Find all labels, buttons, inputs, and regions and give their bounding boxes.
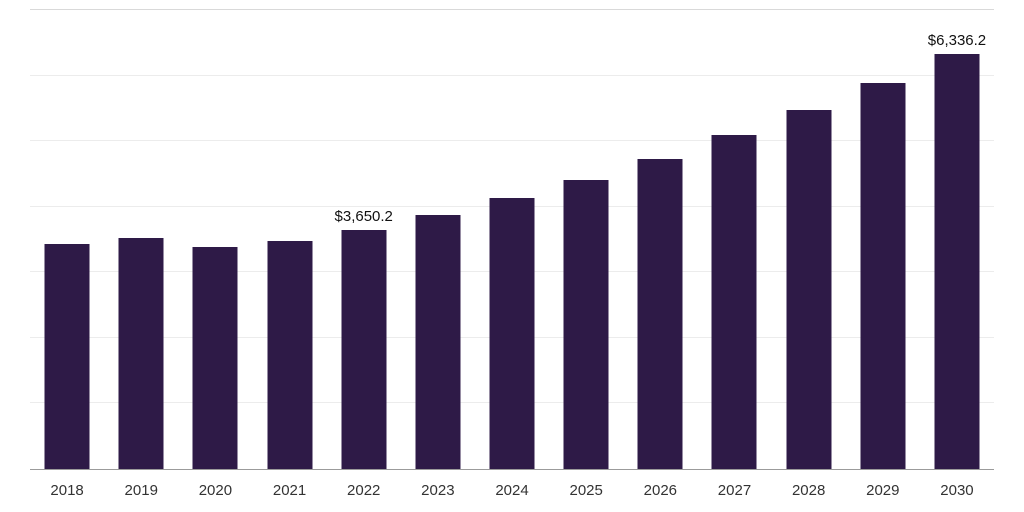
bar-2028: [786, 110, 832, 469]
bar-2023: [415, 214, 461, 469]
data-label-2030: $6,336.2: [927, 31, 987, 49]
bar-column-2026: [623, 10, 697, 469]
bar-column-2027: [697, 10, 771, 469]
x-tick-2029: 2029: [866, 482, 900, 499]
bar-column-2020: [178, 10, 252, 469]
x-tick-2025: 2025: [569, 482, 603, 499]
bar-2022: [341, 229, 387, 469]
x-tick-2019: 2019: [124, 482, 158, 499]
bar-2024: [489, 198, 535, 469]
bar-column-2030: $6,336.2: [920, 10, 994, 469]
bar-column-2021: [252, 10, 326, 469]
bar-2030: [934, 53, 980, 469]
x-axis: 2018 2019 2020 2021 2022 2023 2024 2025 2026 2027…: [30, 470, 994, 512]
bar-column-2025: [549, 10, 623, 469]
bar-column-2029: [846, 10, 920, 469]
x-tick-2030: 2030: [940, 482, 974, 499]
plot-area: $3,650.2 $6,336.2: [30, 9, 994, 470]
bar-column-2023: [401, 10, 475, 469]
bar-2020: [192, 246, 238, 469]
bar-column-2024: [475, 10, 549, 469]
x-tick-2027: 2027: [717, 482, 752, 499]
bar-2019: [118, 237, 164, 469]
bar-2029: [860, 82, 906, 469]
x-tick-2024: 2024: [495, 482, 529, 499]
bar-2018: [44, 244, 90, 469]
x-tick-2026: 2026: [643, 482, 678, 499]
bar-column-2019: [104, 10, 178, 469]
gridline: [30, 9, 994, 10]
gridline: [30, 140, 994, 142]
bar-2025: [563, 179, 609, 469]
gridline: [30, 74, 994, 76]
bar-column-2018: [30, 10, 104, 469]
x-tick-2020: 2020: [198, 482, 233, 499]
bar-2026: [637, 158, 683, 469]
data-label-2022: $3,650.2: [334, 207, 393, 225]
bar-column-2022: $3,650.2: [327, 10, 401, 469]
bar-2021: [267, 241, 313, 469]
bar-column-2028: [772, 10, 846, 469]
x-tick-2018: 2018: [50, 482, 84, 499]
bars-container: $3,650.2 $6,336.2: [30, 10, 994, 469]
x-tick-2022: 2022: [347, 482, 381, 499]
x-tick-2028: 2028: [791, 482, 826, 499]
x-tick-2021: 2021: [272, 482, 307, 499]
x-tick-2023: 2023: [421, 482, 455, 499]
bar-2027: [711, 135, 757, 469]
